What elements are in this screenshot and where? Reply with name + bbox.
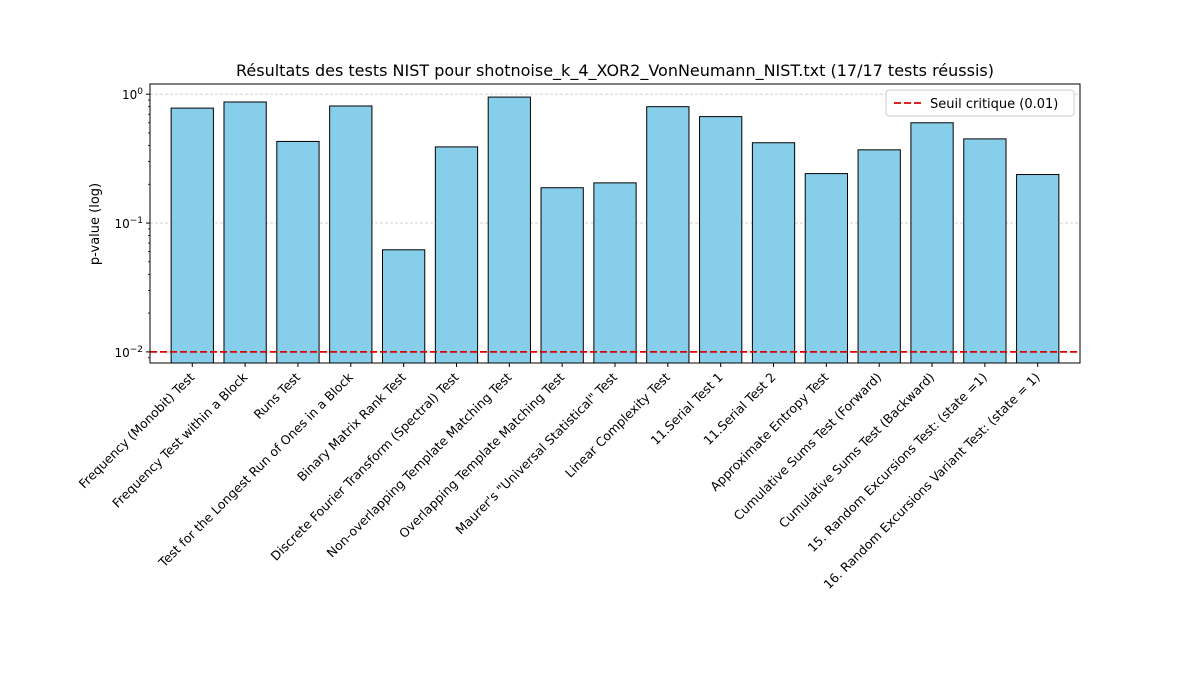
legend-label: Seuil critique (0.01)	[930, 97, 1058, 112]
x-tick-label: Linear Complexity Test	[562, 369, 673, 480]
y-axis: 100 10−1 10−2	[114, 87, 150, 360]
x-tick-label: Test for the Longest Run of Ones in a Bl…	[155, 369, 357, 571]
bar	[382, 249, 426, 364]
bar	[540, 187, 584, 364]
bar	[593, 182, 637, 364]
bar	[434, 146, 479, 364]
bar	[751, 142, 796, 364]
bar	[487, 96, 531, 364]
y-tick-label: 10−1	[114, 216, 143, 231]
x-tick-label: Binary Matrix Rank Test	[294, 369, 409, 484]
y-tick-label: 100	[122, 87, 143, 102]
bar	[276, 140, 320, 364]
x-tick-label: 15. Random Excursions Test: (state =1)	[805, 370, 990, 555]
legend: Seuil critique (0.01)	[885, 89, 1075, 117]
bar	[963, 138, 1007, 364]
bar	[857, 149, 901, 364]
y-tick-label: 10−2	[114, 345, 143, 360]
bar	[1016, 174, 1060, 364]
bar	[804, 173, 849, 364]
bars	[170, 96, 1060, 364]
bar	[170, 107, 214, 364]
bar	[646, 106, 690, 364]
bar	[223, 101, 267, 364]
x-tick-label: Non-overlapping Template Matching Test	[324, 369, 515, 560]
bar	[699, 116, 743, 364]
x-tick-label: Discrete Fourier Transform (Spectral) Te…	[268, 369, 462, 563]
bar	[329, 105, 373, 364]
chart-title: Résultats des tests NIST pour shotnoise_…	[236, 61, 994, 81]
legend-box	[885, 89, 1075, 117]
x-tick-label: Runs Test	[251, 369, 303, 421]
y-axis-label: p-value (log)	[88, 183, 103, 265]
bar	[910, 122, 954, 364]
